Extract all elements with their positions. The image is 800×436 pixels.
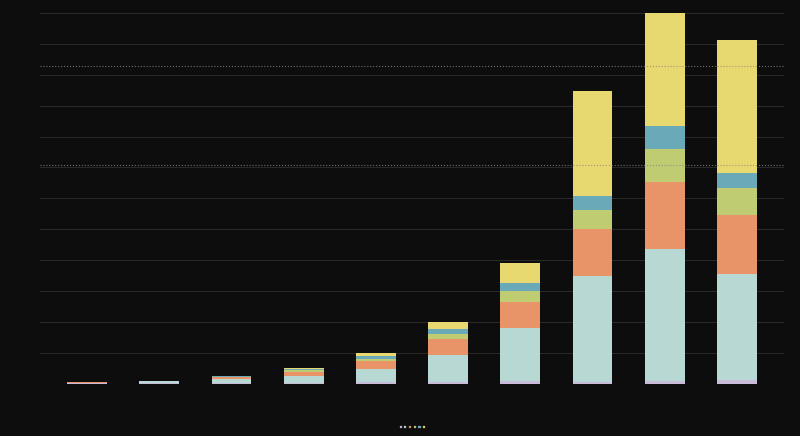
Bar bbox=[211, 379, 251, 383]
Bar bbox=[501, 291, 540, 302]
Bar bbox=[645, 381, 685, 384]
Legend: , , , , , : , , , , , bbox=[399, 426, 425, 427]
Bar bbox=[356, 356, 396, 358]
Bar bbox=[573, 229, 613, 276]
Bar bbox=[717, 380, 757, 384]
Bar bbox=[428, 382, 468, 384]
Bar bbox=[645, 249, 685, 381]
Bar bbox=[428, 334, 468, 339]
Bar bbox=[428, 355, 468, 382]
Bar bbox=[501, 263, 540, 283]
Bar bbox=[428, 339, 468, 355]
Bar bbox=[717, 275, 757, 380]
Bar bbox=[428, 322, 468, 329]
Bar bbox=[284, 371, 323, 372]
Bar bbox=[284, 383, 323, 384]
Bar bbox=[717, 173, 757, 188]
Bar bbox=[284, 368, 323, 369]
Bar bbox=[356, 382, 396, 384]
Bar bbox=[645, 150, 685, 183]
Bar bbox=[428, 329, 468, 334]
Bar bbox=[645, 0, 685, 126]
Bar bbox=[501, 328, 540, 381]
Bar bbox=[139, 381, 179, 382]
Bar bbox=[284, 372, 323, 376]
Bar bbox=[284, 376, 323, 383]
Bar bbox=[573, 382, 613, 384]
Bar bbox=[645, 183, 685, 249]
Bar bbox=[645, 126, 685, 150]
Bar bbox=[356, 369, 396, 382]
Bar bbox=[501, 381, 540, 384]
Bar bbox=[211, 377, 251, 379]
Bar bbox=[284, 369, 323, 371]
Bar bbox=[717, 188, 757, 215]
Bar bbox=[356, 358, 396, 361]
Bar bbox=[717, 215, 757, 275]
Bar bbox=[501, 283, 540, 291]
Bar bbox=[356, 361, 396, 369]
Bar bbox=[211, 376, 251, 377]
Bar bbox=[501, 302, 540, 328]
Bar bbox=[356, 353, 396, 356]
Bar bbox=[139, 382, 179, 383]
Bar bbox=[573, 276, 613, 382]
Bar bbox=[573, 196, 613, 210]
Bar bbox=[717, 40, 757, 173]
Bar bbox=[573, 91, 613, 196]
Bar bbox=[573, 210, 613, 229]
